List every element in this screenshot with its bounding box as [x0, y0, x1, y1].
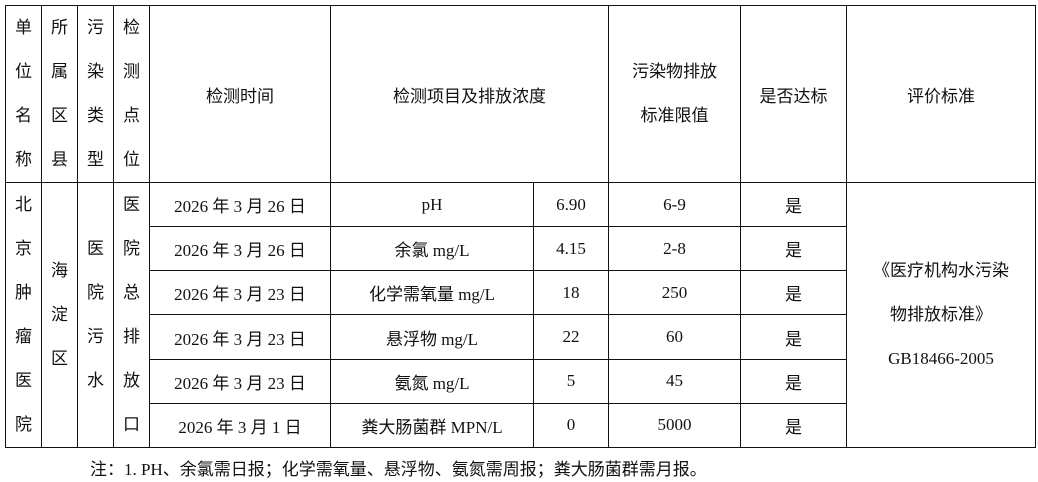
district-text: 海淀区 [51, 261, 68, 368]
item-cell: 粪大肠菌群 MPN/L [330, 402, 534, 449]
header-limit: 污染物排放标准限值 [608, 5, 741, 183]
header-monitor-point: 检测点位 [113, 5, 150, 183]
item-cell: pH [330, 181, 534, 228]
header-limit-text: 污染物排放标准限值 [632, 62, 717, 125]
limit-cell: 250 [608, 270, 741, 316]
header-standard: 评价标准 [846, 5, 1036, 183]
item-cell: 化学需氧量 mg/L [330, 270, 534, 316]
value-cell: 6.90 [533, 181, 609, 228]
standard-line: GB18466-2005 [888, 349, 994, 368]
value-cell: 4.15 [533, 226, 609, 272]
monitor-point-cell: 医院总排放口 [113, 182, 150, 448]
district-cell: 海淀区 [41, 182, 78, 448]
table-row: 2026 年 3 月 26 日余氯 mg/L 4.15 2-8 是 [6, 226, 1036, 272]
time-cell: 2026 年 3 月 26 日 [149, 226, 331, 272]
monitoring-table: 单位名称 所属区县 污染类型 检测点位 检测时间 检测项目及排放浓度 污染物排放… [5, 5, 1036, 449]
limit-cell: 6-9 [608, 181, 741, 228]
header-pollution-type: 污染类型 [77, 5, 114, 183]
header-unit-name: 单位名称 [5, 5, 42, 183]
limit-cell: 45 [608, 358, 741, 404]
time-cell: 2026 年 3 月 23 日 [149, 358, 331, 404]
standard-line: 《医疗机构水污染 [873, 261, 1009, 280]
compliant-cell: 是 [740, 181, 847, 228]
value-cell: 18 [533, 270, 609, 316]
header-compliant: 是否达标 [740, 5, 847, 183]
header-monitor-point-text: 检测点位 [123, 18, 140, 169]
value-cell: 0 [533, 402, 609, 449]
table-row: 2026 年 3 月 1 日粪大肠菌群 MPN/L 0 5000 是 [6, 402, 1036, 449]
header-pollution-type-text: 污染类型 [87, 18, 104, 169]
time-cell: 2026 年 3 月 26 日 [149, 181, 331, 228]
unit-name-cell: 北京肿瘤医院 [5, 182, 42, 448]
value-cell: 5 [533, 358, 609, 404]
table-row: 2026 年 3 月 23 日氨氮 mg/L 5 45 是 [6, 358, 1036, 404]
compliant-cell: 是 [740, 226, 847, 272]
header-time: 检测时间 [149, 5, 331, 183]
header-row: 单位名称 所属区县 污染类型 检测点位 检测时间 检测项目及排放浓度 污染物排放… [5, 5, 1036, 183]
table-row: 2026 年 3 月 23 日化学需氧量 mg/L 18 250 是 [6, 270, 1036, 316]
header-item-concentration: 检测项目及排放浓度 [330, 5, 609, 183]
table-row: 2026 年 3 月 23 日悬浮物 mg/L 22 60 是 [6, 314, 1036, 360]
compliant-cell: 是 [740, 358, 847, 404]
time-cell: 2026 年 3 月 1 日 [149, 402, 331, 449]
unit-name-text: 北京肿瘤医院 [15, 195, 32, 434]
limit-cell: 2-8 [608, 226, 741, 272]
pollution-type-text: 医院污水 [87, 239, 104, 390]
pollution-type-cell: 医院污水 [77, 182, 114, 448]
item-cell: 氨氮 mg/L [330, 358, 534, 404]
header-district-text: 所属区县 [51, 18, 68, 169]
standard-line: 物排放标准》 [890, 305, 992, 324]
compliant-cell: 是 [740, 270, 847, 316]
footnote: 注：1. PH、余氯需日报；化学需氧量、悬浮物、氨氮需周报；粪大肠菌群需月报。 [90, 460, 707, 479]
item-cell: 余氯 mg/L [330, 226, 534, 272]
compliant-cell: 是 [740, 314, 847, 360]
limit-cell: 5000 [608, 402, 741, 449]
header-district: 所属区县 [41, 5, 78, 183]
item-cell: 悬浮物 mg/L [330, 314, 534, 360]
value-cell: 22 [533, 314, 609, 360]
table-row: 北京肿瘤医院 海淀区 医院污水 医院总排放口 2026 年 3 月 26 日 pH 6.90… [5, 181, 1036, 448]
time-cell: 2026 年 3 月 23 日 [149, 314, 331, 360]
standard-cell: 《医疗机构水污染 物排放标准》 GB18466-2005 [846, 182, 1036, 448]
header-unit-name-text: 单位名称 [15, 18, 32, 169]
compliant-cell: 是 [740, 402, 847, 449]
limit-cell: 60 [608, 314, 741, 360]
time-cell: 2026 年 3 月 23 日 [149, 270, 331, 316]
monitor-point-text: 医院总排放口 [123, 195, 140, 434]
